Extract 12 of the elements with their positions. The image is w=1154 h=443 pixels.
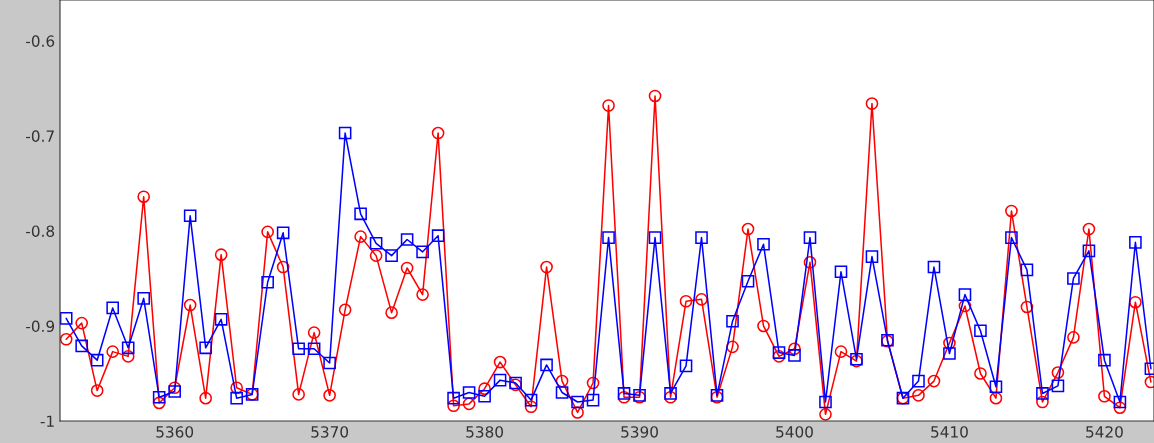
x-tick-label: 5370 bbox=[311, 426, 349, 438]
x-tick-label: 5420 bbox=[1086, 426, 1123, 438]
x-tick-label: 5360 bbox=[156, 426, 194, 438]
y-tick-label: -0.7 bbox=[26, 130, 54, 142]
x-tick-label: 5380 bbox=[466, 426, 504, 438]
y-tick-label: -0.9 bbox=[26, 320, 55, 332]
y-tick-label: -0.8 bbox=[26, 225, 55, 237]
x-tick-label: 5410 bbox=[931, 426, 968, 438]
y-tick-label: -0.6 bbox=[26, 35, 55, 47]
x-tick-label: 5400 bbox=[776, 426, 813, 438]
x-tick-label: 5390 bbox=[621, 426, 658, 438]
y-tick-label: -1 bbox=[40, 415, 54, 427]
